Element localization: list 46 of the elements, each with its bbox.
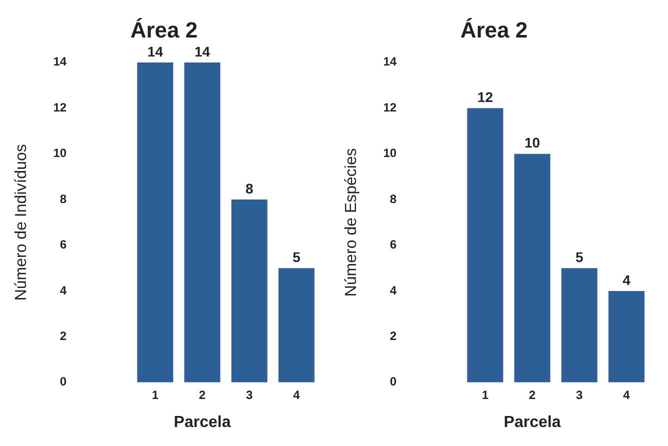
data-label: 10 [524,134,540,151]
chart-title: Área 2 [130,17,198,42]
x-tick-label: 4 [623,388,630,402]
y-tick-label: 6 [60,238,67,252]
bar [231,200,268,382]
y-tick-label: 8 [60,192,67,206]
y-axis-title: Número de Espécies [343,148,360,297]
data-label: 5 [292,248,301,265]
y-tick-label: 2 [390,329,397,343]
bar [561,268,598,382]
bar [137,62,174,382]
data-label: 4 [622,272,631,288]
data-label: 5 [575,248,584,265]
x-axis-title: Parcela [504,414,561,431]
x-tick-label: 3 [576,388,584,402]
y-tick-label: 10 [383,146,397,160]
y-tick-label: 14 [53,54,67,69]
bar [514,154,550,382]
x-tick-label: 3 [246,388,254,402]
x-tick-label: 2 [528,388,536,402]
y-tick-label: 14 [383,54,397,69]
x-axis-title: Parcela [174,414,231,431]
x-tick-label: 2 [198,388,206,402]
data-label: 12 [477,88,494,105]
y-tick-label: 2 [60,329,67,343]
data-label: 8 [245,180,254,196]
y-tick-label: 12 [53,100,67,114]
bar [608,290,644,382]
y-tick-label: 8 [390,192,397,206]
y-tick-label: 4 [60,283,67,298]
y-tick-label: 12 [383,100,397,114]
y-tick-label: 0 [60,374,67,389]
x-tick-label: 4 [293,388,300,402]
bar [467,108,504,382]
y-tick-label: 0 [390,374,397,389]
bar [278,268,314,382]
y-tick-label: 4 [390,283,397,298]
y-axis-title: Número de Indivíduos [13,144,30,301]
bar [184,62,220,382]
data-label: 14 [147,43,164,60]
chart-title: Área 2 [460,17,528,42]
y-tick-label: 6 [390,238,397,252]
x-tick-label: 1 [152,388,159,402]
data-label: 14 [194,43,210,60]
x-tick-label: 1 [482,388,489,402]
y-tick-label: 10 [53,146,67,160]
